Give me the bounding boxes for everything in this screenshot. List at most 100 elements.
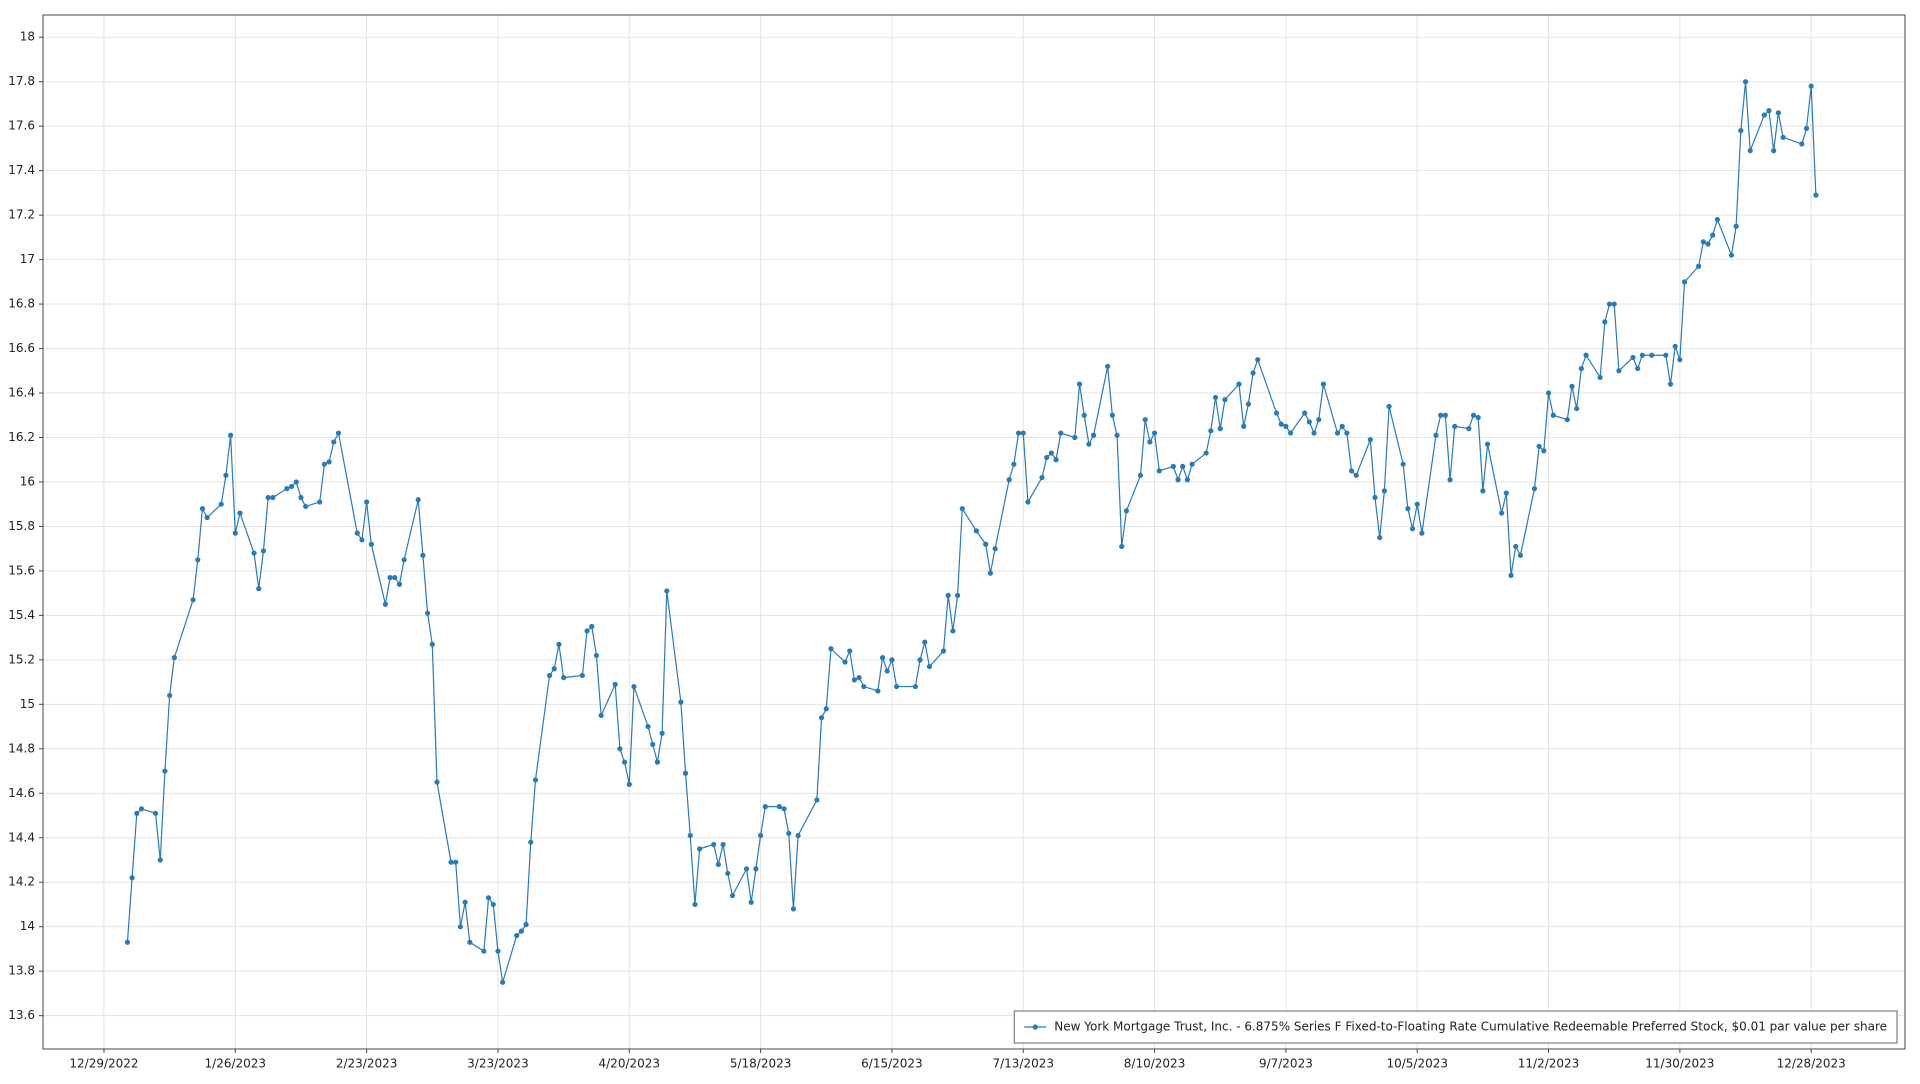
data-point <box>514 932 520 939</box>
data-point <box>790 906 797 912</box>
data-point <box>1255 357 1261 363</box>
data-point <box>659 730 665 736</box>
data-point <box>485 895 492 901</box>
data-point <box>1090 432 1097 438</box>
data-point <box>1114 432 1120 438</box>
data-point <box>1381 488 1387 494</box>
data-point <box>1287 430 1294 436</box>
data-point <box>725 870 731 876</box>
y-tick-label: 15.6 <box>8 563 35 577</box>
data-point <box>1728 252 1735 258</box>
data-point <box>711 841 717 848</box>
y-tick-label: 16.4 <box>8 386 35 400</box>
data-point <box>223 472 229 478</box>
y-tick-label: 15.2 <box>8 652 35 666</box>
data-point <box>1484 441 1491 447</box>
data-point <box>1742 79 1749 85</box>
data-point <box>1311 430 1317 436</box>
data-point <box>823 706 829 712</box>
data-point <box>954 592 961 598</box>
data-point <box>1339 423 1345 429</box>
data-point <box>1409 526 1416 532</box>
data-point <box>1499 510 1505 516</box>
data-point <box>1236 381 1242 387</box>
data-point <box>1602 319 1608 325</box>
data-point <box>359 537 365 543</box>
data-point <box>1278 421 1284 427</box>
data-point <box>1076 381 1083 387</box>
data-point <box>1058 430 1064 436</box>
data-point <box>912 683 918 690</box>
data-point <box>598 712 604 719</box>
data-point <box>818 715 825 721</box>
data-point <box>1733 223 1739 229</box>
data-point <box>753 866 759 872</box>
data-point <box>1611 301 1617 307</box>
data-point <box>983 541 989 547</box>
data-point <box>1813 192 1819 198</box>
data-point <box>152 810 159 816</box>
data-point <box>1545 390 1552 396</box>
y-tick-label: 17.4 <box>8 163 35 177</box>
data-point <box>1775 110 1781 116</box>
data-point <box>861 683 867 690</box>
y-tick-label: 13.8 <box>8 964 35 978</box>
data-point <box>757 832 764 839</box>
data-point <box>1156 468 1162 474</box>
data-point <box>293 479 299 485</box>
data-point <box>1606 301 1613 307</box>
data-point <box>1681 279 1688 285</box>
data-point <box>1250 370 1256 376</box>
data-point <box>1414 501 1420 507</box>
data-point <box>884 668 890 674</box>
data-point <box>1372 494 1378 501</box>
data-point <box>1531 486 1538 492</box>
data-point <box>429 641 435 647</box>
data-point <box>1306 419 1312 425</box>
data-point <box>204 514 210 521</box>
x-tick-label: 2/23/2023 <box>336 1057 398 1071</box>
data-point <box>467 939 473 945</box>
data-point <box>612 681 618 687</box>
data-point <box>973 528 979 534</box>
data-point <box>926 663 933 670</box>
data-point <box>1245 401 1251 407</box>
data-point <box>1667 381 1674 387</box>
data-point <box>1222 397 1228 403</box>
data-point <box>284 486 290 492</box>
data-point <box>523 921 529 928</box>
data-point <box>1316 417 1322 423</box>
data-point <box>1170 463 1176 470</box>
x-tick-label: 10/5/2023 <box>1386 1057 1448 1071</box>
data-point <box>518 928 524 934</box>
data-point <box>851 677 858 683</box>
data-point <box>1119 543 1125 550</box>
data-point <box>1649 352 1655 358</box>
data-point <box>889 657 895 663</box>
data-point <box>1203 450 1209 456</box>
data-point <box>1044 454 1050 461</box>
data-point <box>190 597 196 603</box>
data-point <box>303 503 309 510</box>
data-point <box>847 648 853 654</box>
data-point <box>1536 443 1542 449</box>
data-point <box>1517 552 1524 558</box>
data-point <box>434 779 440 785</box>
data-point <box>481 948 487 954</box>
data-point <box>1513 543 1519 550</box>
data-point <box>387 574 393 581</box>
data-point <box>945 592 951 598</box>
y-tick-label: 14 <box>20 919 35 933</box>
data-point <box>645 723 651 730</box>
data-point <box>326 459 332 465</box>
data-point <box>1550 412 1556 418</box>
x-tick-label: 9/7/2023 <box>1259 1057 1313 1071</box>
data-point <box>682 770 689 776</box>
data-point <box>1142 417 1148 423</box>
data-point <box>199 506 206 512</box>
data-point <box>1053 457 1059 463</box>
data-point <box>396 581 403 587</box>
data-point <box>420 552 426 558</box>
data-point <box>1405 506 1411 512</box>
x-tick-label: 6/15/2023 <box>861 1057 923 1071</box>
